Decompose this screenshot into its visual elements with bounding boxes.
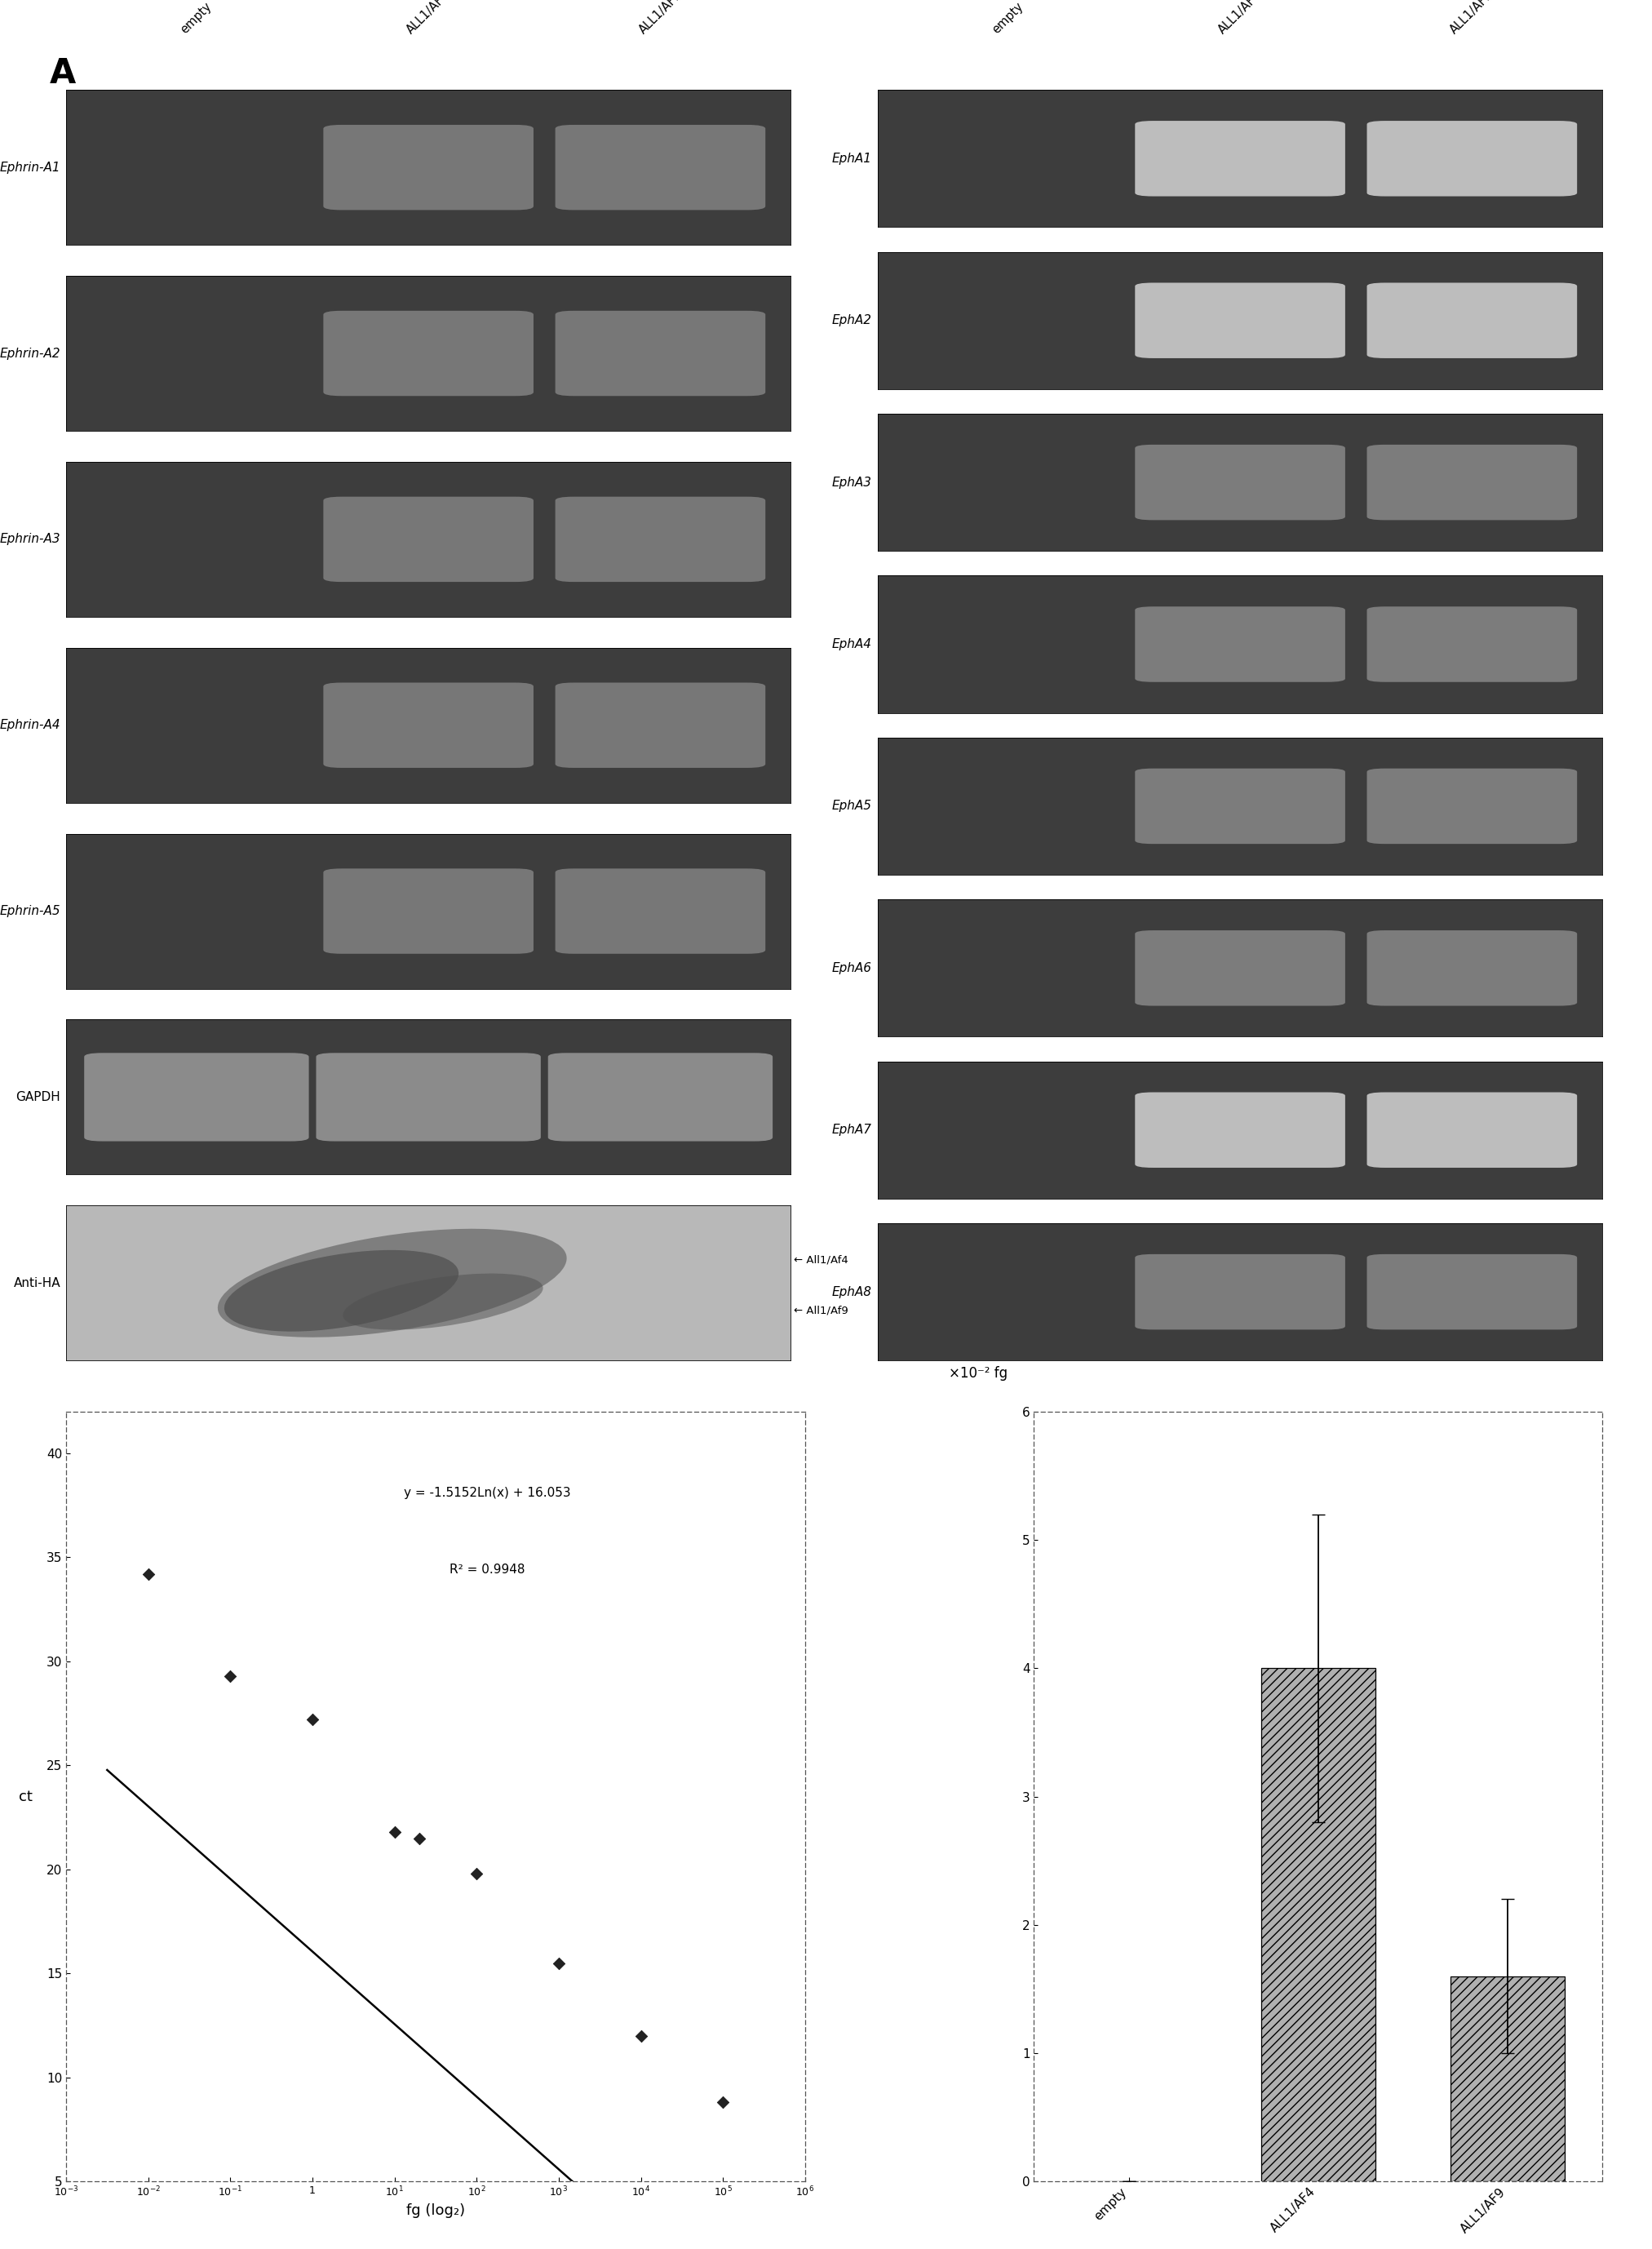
Text: A: A xyxy=(50,56,76,90)
Point xyxy=(710,2085,737,2121)
Text: ← All1/Af9: ← All1/Af9 xyxy=(795,1307,849,1316)
Y-axis label: EphA8: EphA8 xyxy=(833,1286,872,1298)
Y-axis label: EphA2: EphA2 xyxy=(833,315,872,326)
Point xyxy=(628,2017,654,2053)
FancyBboxPatch shape xyxy=(555,684,765,767)
Point xyxy=(545,1945,572,1981)
Y-axis label: Ephrin-A2: Ephrin-A2 xyxy=(0,346,61,360)
Y-axis label: Ephrin-A5: Ephrin-A5 xyxy=(0,904,61,918)
FancyBboxPatch shape xyxy=(324,126,534,209)
FancyBboxPatch shape xyxy=(1135,121,1345,196)
FancyBboxPatch shape xyxy=(1366,445,1578,520)
Y-axis label: EphA4: EphA4 xyxy=(833,639,872,650)
Ellipse shape xyxy=(344,1273,544,1329)
X-axis label: fg (log₂): fg (log₂) xyxy=(406,2204,464,2218)
Text: ← All1/Af4: ← All1/Af4 xyxy=(795,1255,849,1266)
FancyBboxPatch shape xyxy=(1135,931,1345,1005)
FancyBboxPatch shape xyxy=(555,310,765,396)
FancyBboxPatch shape xyxy=(555,126,765,209)
FancyBboxPatch shape xyxy=(1135,283,1345,358)
FancyBboxPatch shape xyxy=(1135,1255,1345,1329)
Point xyxy=(299,1702,325,1738)
FancyBboxPatch shape xyxy=(84,1053,309,1140)
Point xyxy=(406,1819,433,1855)
Y-axis label: Anti-HA: Anti-HA xyxy=(13,1277,61,1289)
Y-axis label: GAPDH: GAPDH xyxy=(17,1091,61,1104)
FancyBboxPatch shape xyxy=(1366,607,1578,681)
FancyBboxPatch shape xyxy=(1135,607,1345,681)
Y-axis label: EphA6: EphA6 xyxy=(833,963,872,974)
Text: empty: empty xyxy=(178,0,215,36)
Text: ALL1/AF9: ALL1/AF9 xyxy=(1449,0,1495,36)
FancyBboxPatch shape xyxy=(555,868,765,954)
FancyBboxPatch shape xyxy=(555,497,765,582)
Text: ×10⁻² fg: ×10⁻² fg xyxy=(948,1365,1008,1381)
Y-axis label: Ephrin-A1: Ephrin-A1 xyxy=(0,162,61,173)
FancyBboxPatch shape xyxy=(548,1053,773,1140)
Ellipse shape xyxy=(225,1250,459,1331)
FancyBboxPatch shape xyxy=(1135,1093,1345,1167)
Y-axis label: ct: ct xyxy=(20,1790,33,1804)
FancyBboxPatch shape xyxy=(324,310,534,396)
FancyBboxPatch shape xyxy=(324,868,534,954)
Text: ALL1/AF4: ALL1/AF4 xyxy=(405,0,453,36)
Y-axis label: EphA3: EphA3 xyxy=(833,477,872,488)
Y-axis label: EphA7: EphA7 xyxy=(833,1124,872,1136)
FancyBboxPatch shape xyxy=(1135,769,1345,843)
Y-axis label: Ephrin-A4: Ephrin-A4 xyxy=(0,720,61,731)
Y-axis label: EphA5: EphA5 xyxy=(833,801,872,812)
Y-axis label: EphA1: EphA1 xyxy=(833,153,872,164)
Bar xyxy=(1262,1669,1374,2182)
FancyBboxPatch shape xyxy=(324,497,534,582)
FancyBboxPatch shape xyxy=(1366,769,1578,843)
Bar xyxy=(1450,1977,1564,2182)
Text: R² = 0.9948: R² = 0.9948 xyxy=(449,1563,525,1577)
Point xyxy=(464,1855,491,1891)
Text: y = -1.5152Ln(x) + 16.053: y = -1.5152Ln(x) + 16.053 xyxy=(403,1487,572,1498)
FancyBboxPatch shape xyxy=(316,1053,540,1140)
Y-axis label: Ephrin-A3: Ephrin-A3 xyxy=(0,533,61,547)
Point xyxy=(135,1556,162,1592)
FancyBboxPatch shape xyxy=(1135,445,1345,520)
FancyBboxPatch shape xyxy=(1366,1255,1578,1329)
FancyBboxPatch shape xyxy=(1366,283,1578,358)
FancyBboxPatch shape xyxy=(1366,931,1578,1005)
Point xyxy=(382,1815,408,1851)
Text: empty: empty xyxy=(990,0,1026,36)
FancyBboxPatch shape xyxy=(1366,1093,1578,1167)
Text: ALL1/AF4: ALL1/AF4 xyxy=(1216,0,1264,36)
Point xyxy=(216,1658,243,1693)
FancyBboxPatch shape xyxy=(324,684,534,767)
FancyBboxPatch shape xyxy=(1366,121,1578,196)
Ellipse shape xyxy=(218,1228,567,1338)
Text: ALL1/AF9: ALL1/AF9 xyxy=(636,0,684,36)
